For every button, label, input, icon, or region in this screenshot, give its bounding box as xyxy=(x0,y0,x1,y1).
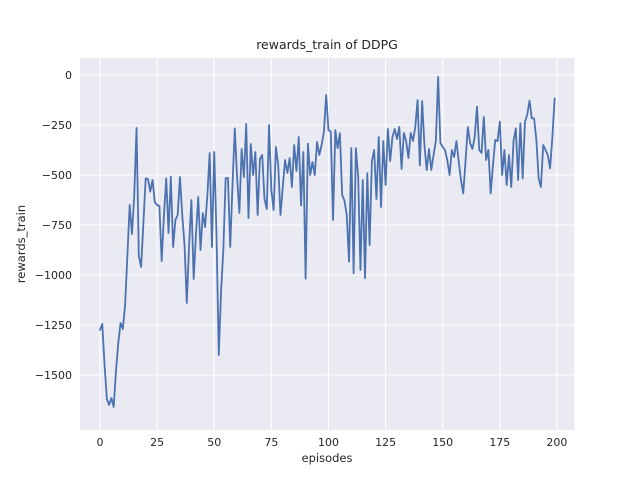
x-tick-label: 25 xyxy=(150,436,164,449)
x-tick-label: 175 xyxy=(489,436,510,449)
y-tick-label: −250 xyxy=(42,119,72,132)
y-tick-label: −500 xyxy=(42,169,72,182)
reward-line-series xyxy=(99,76,556,408)
x-tick-labels: 0 25 50 75 100 125 150 175 200 xyxy=(96,436,567,449)
x-tick-label: 75 xyxy=(264,436,278,449)
y-tick-label: −1250 xyxy=(35,319,72,332)
y-tick-label: −1500 xyxy=(35,369,72,382)
chart-title: rewards_train of DDPG xyxy=(256,37,398,52)
x-tick-label: 200 xyxy=(546,436,567,449)
x-axis-label: episodes xyxy=(302,451,353,465)
y-tick-label: −750 xyxy=(42,219,72,232)
y-axis-label: rewards_train xyxy=(14,205,28,283)
x-tick-label: 100 xyxy=(318,436,339,449)
x-tick-label: 125 xyxy=(375,436,396,449)
y-tick-label: −1000 xyxy=(35,269,72,282)
y-tick-labels: 0 −250 −500 −750 −1000 −1250 −1500 xyxy=(35,69,72,382)
y-tick-label: 0 xyxy=(65,69,72,82)
x-gridlines xyxy=(99,58,558,430)
x-tick-label: 0 xyxy=(96,436,103,449)
x-tick-label: 50 xyxy=(207,436,221,449)
x-tick-label: 150 xyxy=(432,436,453,449)
